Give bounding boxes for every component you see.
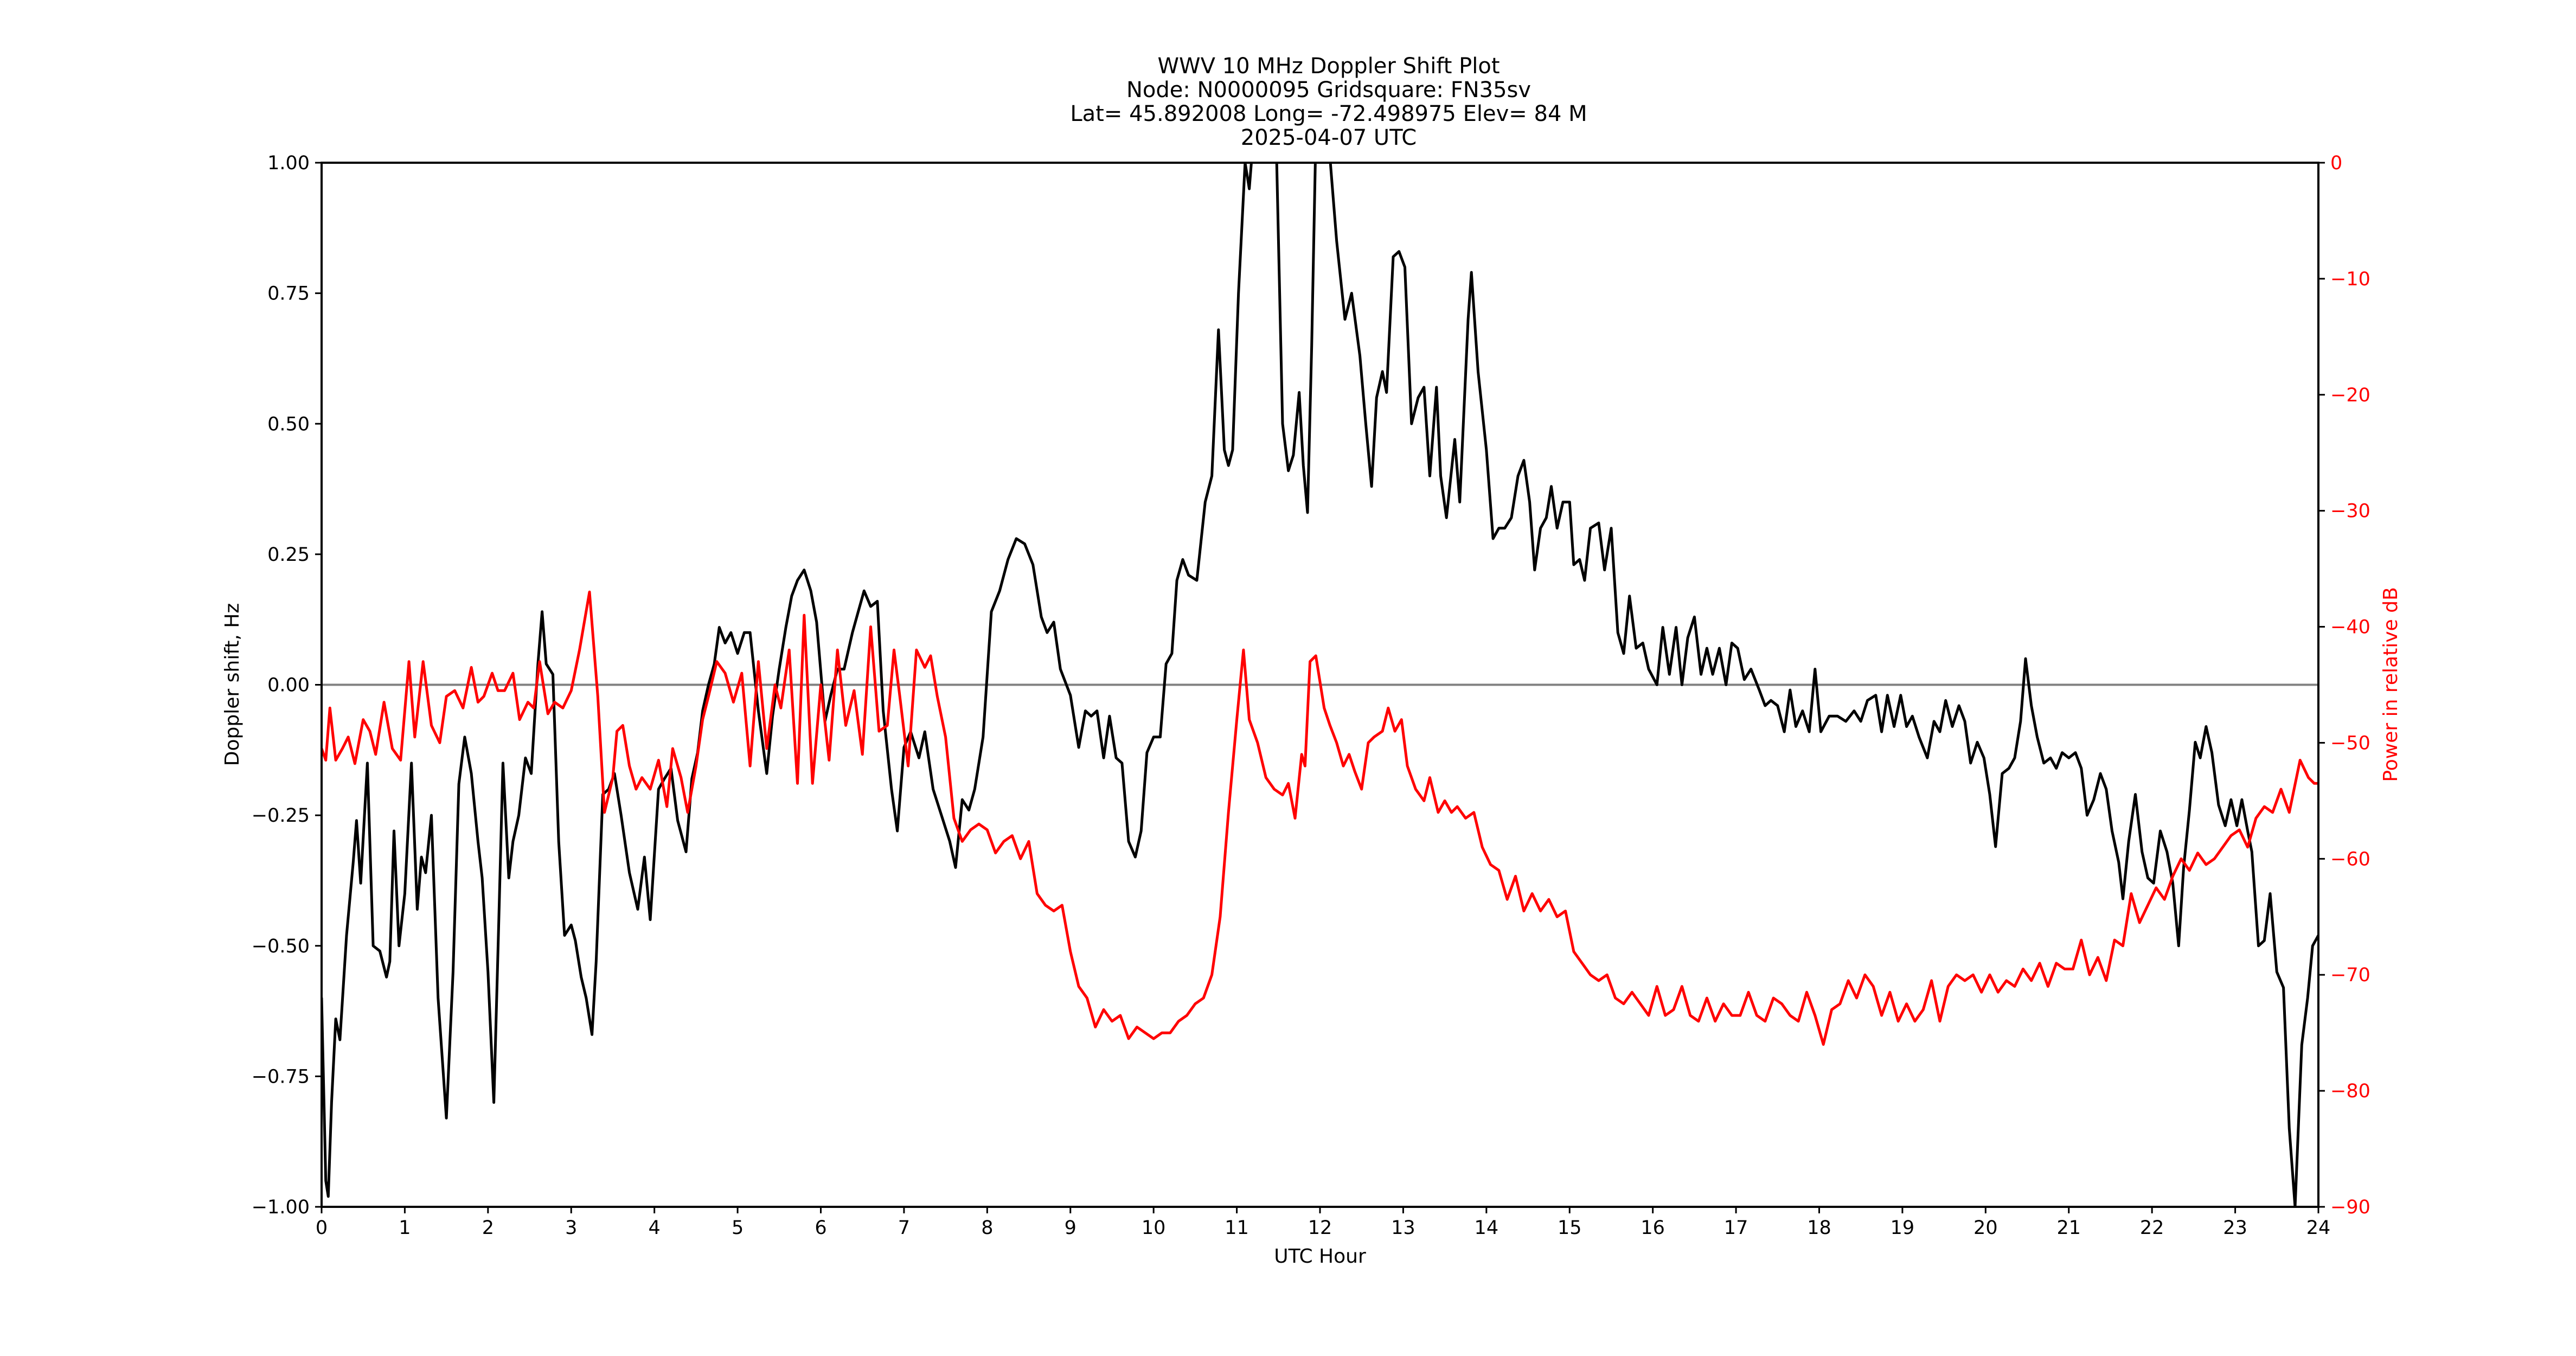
x-tick-label: 2	[482, 1217, 494, 1239]
x-tick-label: 12	[1308, 1217, 1332, 1239]
y2-tick-label: −20	[2330, 385, 2370, 406]
y-tick-label: −0.75	[252, 1066, 310, 1088]
x-tick-label: 21	[2056, 1217, 2081, 1239]
x-tick-label: 15	[1558, 1217, 1582, 1239]
y2-tick-label: −50	[2330, 732, 2370, 754]
y2-tick-label: −60	[2330, 848, 2370, 870]
y-tick-label: 0.50	[267, 413, 310, 435]
y2-axis-ticks: 0 −10 −20 −30 −40 −50 −60 −70 −80 −90	[2318, 152, 2370, 1218]
data-series	[322, 163, 2318, 1207]
y2-axis-label: Power in relative dB	[2380, 587, 2402, 782]
y-tick-label: 0.75	[267, 283, 310, 305]
chart-subtitle-location: Lat= 45.892008 Long= -72.498975 Elev= 84…	[1070, 101, 1587, 126]
x-tick-label: 18	[1807, 1217, 1831, 1239]
power-line	[322, 590, 2318, 1046]
x-tick-label: 0	[316, 1217, 328, 1239]
y-tick-label: −0.25	[252, 805, 310, 827]
chart-subtitle-node: Node: N0000095 Gridsquare: FN35sv	[1126, 78, 1531, 103]
y-tick-label: 0.25	[267, 544, 310, 566]
x-tick-label: 20	[1973, 1217, 1998, 1239]
x-tick-label: 6	[815, 1217, 826, 1239]
doppler-line	[322, 163, 2318, 1207]
chart-title: WWV 10 MHz Doppler Shift Plot	[1157, 54, 1500, 79]
x-tick-label: 19	[1891, 1217, 1915, 1239]
x-tick-label: 11	[1225, 1217, 1249, 1239]
y-tick-label: 1.00	[267, 152, 310, 174]
x-axis-label: UTC Hour	[1274, 1245, 1366, 1268]
y2-tick-label: −70	[2330, 964, 2370, 986]
x-tick-label: 10	[1142, 1217, 1166, 1239]
x-tick-label: 17	[1724, 1217, 1748, 1239]
x-tick-label: 22	[2140, 1217, 2164, 1239]
x-tick-label: 24	[2306, 1217, 2331, 1239]
x-tick-label: 4	[649, 1217, 661, 1239]
chart-subtitle-date: 2025-04-07 UTC	[1240, 125, 1417, 150]
y-tick-label: −0.50	[252, 936, 310, 957]
y-axis-ticks: 1.00 0.75 0.50 0.25 0.00 −0.25 −0.50 −0.75 −1.00	[252, 152, 322, 1218]
x-axis-ticks: 0 1 2 3 4 5 6 7 8 9 10 11 12 13 14 15 16 17 18 19 20 21 22 23 24	[316, 1207, 2330, 1239]
y-tick-label: −1.00	[252, 1197, 310, 1218]
y-axis-label: Doppler shift, Hz	[221, 603, 243, 766]
x-tick-label: 13	[1391, 1217, 1415, 1239]
y2-tick-label: −90	[2330, 1197, 2370, 1218]
x-tick-label: 1	[399, 1217, 411, 1239]
x-tick-label: 23	[2223, 1217, 2247, 1239]
x-tick-label: 5	[732, 1217, 744, 1239]
x-tick-label: 3	[565, 1217, 577, 1239]
y2-tick-label: −30	[2330, 501, 2370, 522]
x-tick-label: 14	[1475, 1217, 1499, 1239]
y2-tick-label: −80	[2330, 1080, 2370, 1102]
x-tick-label: 8	[981, 1217, 993, 1239]
y2-tick-label: 0	[2330, 152, 2342, 174]
y2-tick-label: −40	[2330, 617, 2370, 638]
x-tick-label: 16	[1641, 1217, 1665, 1239]
y2-tick-label: −10	[2330, 268, 2370, 290]
x-tick-label: 7	[898, 1217, 910, 1239]
y-tick-label: 0.00	[267, 675, 310, 696]
x-tick-label: 9	[1065, 1217, 1076, 1239]
